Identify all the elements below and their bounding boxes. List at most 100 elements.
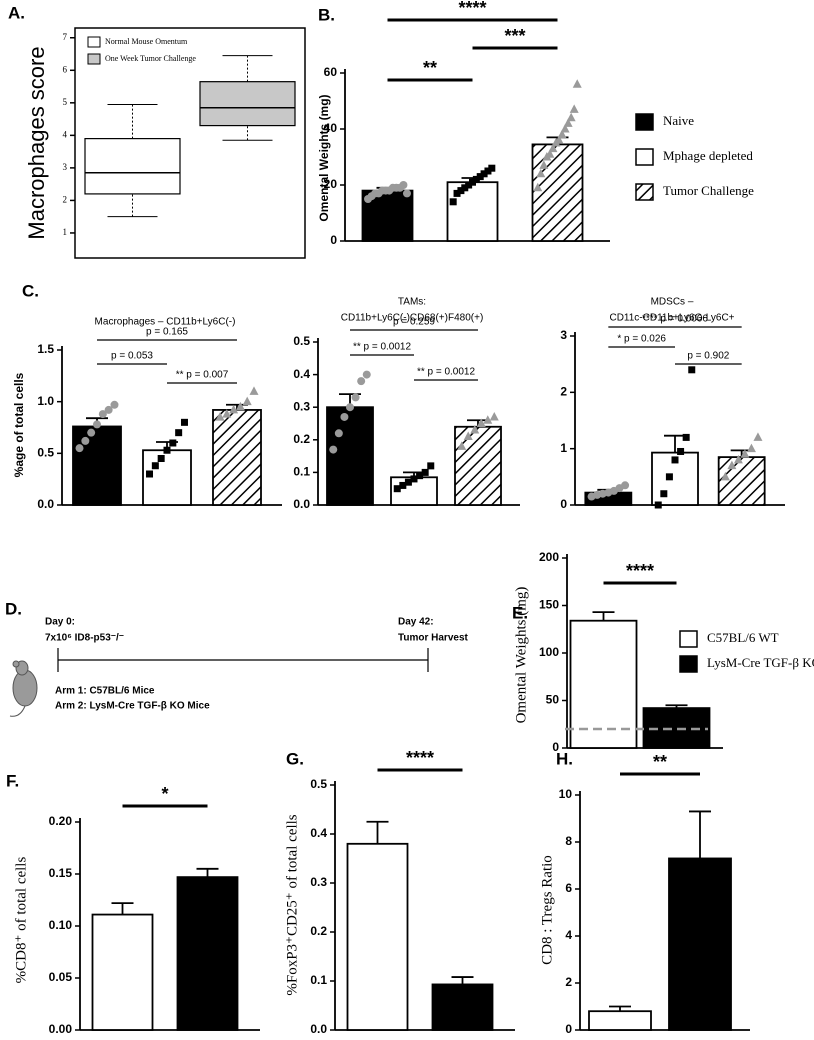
legend-swatch [87, 36, 101, 48]
y-tick-label: 0.05 [49, 970, 73, 984]
data-point [449, 198, 457, 206]
data-point [416, 472, 424, 480]
significance-label: ** [423, 58, 437, 78]
data-point [249, 386, 259, 395]
bar [531, 143, 584, 242]
significance-label: **** [626, 561, 654, 581]
significance-label: p = 0.259 [393, 317, 435, 328]
y-tick-label: 0 [560, 497, 567, 511]
legend-swatch [635, 183, 654, 201]
data-point [727, 460, 737, 470]
legend-label: LysM-Cre TGF-β KO [707, 655, 814, 670]
data-point [340, 412, 349, 421]
legend-label: Normal Mouse Omentum [105, 37, 188, 46]
y-tick-label: 0.15 [49, 866, 73, 880]
data-point [539, 160, 549, 169]
y-tick-label: 1 [63, 227, 68, 237]
y-tick-label: 0.4 [293, 367, 310, 381]
data-point [329, 445, 338, 454]
y-tick-label: 3 [560, 328, 567, 342]
data-point [163, 446, 171, 454]
legend-swatch [679, 630, 698, 648]
y-tick-label: 6 [565, 881, 572, 895]
y-axis-label: %age of total cells [12, 372, 26, 477]
data-point [175, 429, 183, 437]
data-point [235, 401, 245, 411]
legend-label: Mphage depleted [663, 148, 753, 163]
y-tick-label: 0.5 [310, 777, 327, 791]
data-point [334, 429, 343, 438]
significance-label: ** p = 0.007 [176, 370, 229, 381]
y-tick-label: 200 [539, 550, 559, 564]
bar [326, 406, 374, 506]
bar [431, 983, 494, 1031]
start-day: Day 0: [45, 617, 75, 628]
y-tick-label: 10 [559, 787, 573, 801]
data-point [465, 181, 473, 189]
legend-label: C57BL/6 WT [707, 630, 779, 645]
data-point [180, 418, 188, 426]
data-point [463, 431, 473, 441]
start-event: 7x10⁶ ID8-p53⁻/⁻ [45, 633, 124, 644]
data-point [399, 481, 407, 489]
data-point [346, 403, 354, 412]
bar [91, 913, 154, 1031]
y-tick-label: 40 [324, 121, 338, 135]
chart-title: Macrophages – CD11b+Ly6C(-) [95, 317, 236, 328]
bar [346, 842, 409, 1031]
y-tick-label: 3 [63, 162, 68, 172]
y-axis-label: %FoxP3⁺CD25⁺ of total cells [284, 814, 300, 995]
data-point [682, 433, 690, 441]
data-point [536, 168, 546, 178]
plot-frame [74, 27, 306, 259]
data-point [572, 79, 582, 88]
y-tick-label: 0.00 [49, 1022, 73, 1036]
data-point [476, 173, 484, 181]
y-tick-label: 20 [324, 177, 338, 191]
data-point [215, 412, 225, 421]
legend-swatch [679, 655, 698, 673]
y-tick-label: 0.1 [293, 465, 310, 479]
bar [212, 409, 262, 506]
legend-swatch [87, 53, 101, 65]
y-tick-label: 0.5 [37, 446, 54, 460]
significance-label: ** p = 0.0012 [353, 342, 412, 353]
data-point [480, 170, 488, 178]
data-point [660, 490, 668, 498]
y-tick-label: 0.0 [37, 497, 54, 511]
panel-label: E. [512, 603, 528, 622]
bar [668, 857, 732, 1031]
y-tick-label: 7 [63, 32, 68, 42]
bar [569, 619, 638, 749]
data-point [242, 396, 252, 406]
data-point [404, 478, 412, 486]
data-point [746, 443, 756, 453]
data-point [569, 104, 579, 113]
y-tick-label: 0.2 [293, 432, 310, 446]
significance-label: **** p = 0.0006 [642, 314, 708, 325]
significance-label: p = 0.165 [146, 327, 188, 338]
bar [72, 425, 122, 506]
bar [176, 876, 239, 1031]
data-point [222, 409, 232, 418]
arm: Arm 1: C57BL/6 Mice [55, 686, 155, 697]
data-point [548, 143, 558, 153]
y-tick-label: 150 [539, 598, 559, 612]
mouse-icon [9, 660, 38, 717]
data-point [621, 481, 630, 490]
data-point [421, 468, 429, 476]
chart-title: CD11b+Ly6C(-)CD68(+)F480(+) [341, 313, 484, 324]
data-point [75, 444, 84, 453]
y-tick-label: 0.5 [293, 334, 310, 348]
data-point [110, 400, 119, 409]
data-point [362, 370, 371, 379]
bar [446, 181, 499, 242]
data-point [489, 411, 499, 421]
arm: Arm 2: LysM-Cre TGF-β KO Mice [55, 701, 210, 712]
data-point [720, 471, 730, 481]
y-tick-label: 100 [539, 645, 559, 659]
y-axis-label: Omental Weights (mg) [317, 94, 331, 221]
y-tick-label: 0.10 [49, 918, 73, 932]
legend-label: Tumor Challenge [663, 183, 754, 198]
